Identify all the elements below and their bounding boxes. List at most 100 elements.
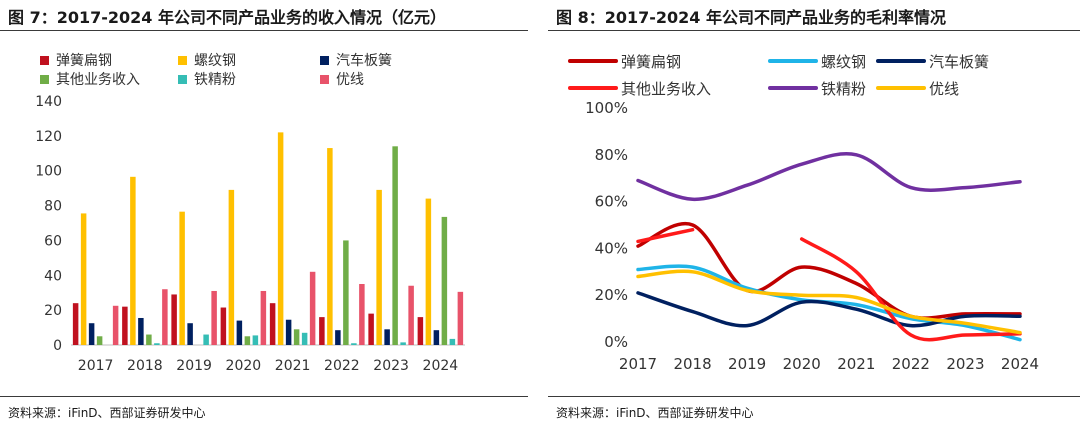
x-tick-label: 2023 [373,358,409,374]
x-tick-label: 2024 [423,358,459,374]
bar-series-2 [425,198,432,345]
line-chart-bottom-rule [548,396,1080,397]
legend-swatch-series-6 [320,75,329,84]
bar-series-4 [441,216,448,345]
bar-series-2 [80,213,87,345]
line-chart-source-note: 资料来源：iFinD、西部证券研发中心 [556,406,754,420]
bar-series-1 [171,294,177,345]
bar-series-6 [162,289,168,345]
x-tick-label: 2021 [837,355,875,373]
bar-series-3 [285,319,292,345]
x-tick-label: 2019 [176,358,212,374]
y-tick-label: 60 [44,233,62,249]
bar-series-4 [293,329,300,345]
y-tick-label: 140 [35,94,62,110]
bar-series-1 [220,307,227,345]
bar-chart-figure-title: 图 7：2017-2024 年公司不同产品业务的收入情况（亿元） [8,8,446,27]
x-tick-label: 2018 [673,355,711,373]
bar-series-4 [343,240,349,345]
bar-series-5 [203,334,209,345]
bar-series-5 [154,343,160,345]
x-tick-label: 2021 [275,358,311,374]
bar-series-5 [449,338,456,345]
x-tick-label: 2019 [728,355,766,373]
bar-series-1 [319,317,325,345]
line-chart-figure-title: 图 8：2017-2024 年公司不同产品业务的毛利率情况 [556,8,946,27]
bar-series-6 [457,291,464,345]
legend-label-series-2: 螺纹钢 [821,53,866,71]
y-tick-label: 0% [604,333,628,351]
x-tick-label: 2022 [892,355,930,373]
line-series-3 [636,291,1022,328]
line-series-6 [636,269,1022,335]
legend-swatch-series-5 [178,75,187,84]
y-tick-label: 20 [44,303,62,319]
bar-series-6 [359,284,365,345]
legend-swatch-series-4 [40,75,49,84]
line-series-5 [636,152,1022,202]
bar-series-3 [187,323,193,345]
legend-label-series-6: 优线 [336,72,364,88]
legend-label-series-5: 铁精粉 [194,72,236,88]
bar-series-1 [269,303,276,345]
line-series-4 [636,227,695,244]
x-tick-label: 2017 [619,355,657,373]
bar-series-2 [327,148,333,345]
bar-chart-top-rule [0,30,528,31]
legend-swatch-series-1 [40,56,49,65]
x-tick-label: 2017 [78,358,114,374]
x-tick-label: 2022 [324,358,360,374]
bar-chart-bottom-rule [0,396,528,397]
bar-series-3 [236,320,243,345]
bar-series-4 [146,334,152,345]
y-tick-label: 100 [35,164,62,180]
bar-series-6 [309,271,316,345]
line-chart-top-rule [548,30,1080,31]
bar-chart-source-note: 资料来源：iFinD、西部证券研发中心 [8,406,206,420]
y-tick-label: 0 [53,338,62,354]
y-tick-label: 100% [585,99,628,117]
x-tick-label: 2018 [127,358,163,374]
legend-label-series-3: 汽车板簧 [929,53,989,71]
bar-series-4 [244,336,251,345]
bar-series-3 [138,317,144,345]
legend-label-series-6: 优线 [929,80,959,98]
bar-series-6 [408,285,414,345]
bar-series-6 [112,305,119,345]
legend-label-series-1: 弹簧扁钢 [56,53,112,69]
bar-series-3 [433,330,440,345]
bar-series-1 [368,313,374,345]
bar-chart-panel: 图 7：2017-2024 年公司不同产品业务的收入情况（亿元） 弹簧扁钢 螺纹钢… [0,0,528,424]
x-tick-label: 2020 [226,358,262,374]
y-tick-label: 40 [44,268,62,284]
bar-series-2 [376,189,382,345]
bar-series-3 [335,330,341,345]
bar-series-4 [96,336,103,345]
bar-series-1 [72,303,79,345]
bar-series-4 [392,146,398,345]
bar-series-3 [384,329,390,345]
bar-series-1 [417,317,424,345]
bar-series-5 [252,335,259,345]
bar-series-2 [179,211,185,345]
bar-series-5 [400,342,406,345]
legend-swatch-series-2 [178,56,187,65]
legend-label-series-4: 其他业务收入 [56,72,140,88]
bar-series-2 [277,132,284,345]
line-series-4 [799,237,1022,342]
y-tick-label: 60% [595,193,628,211]
x-tick-label: 2024 [1001,355,1039,373]
y-tick-label: 20% [595,286,628,304]
line-chart-panel: 图 8：2017-2024 年公司不同产品业务的毛利率情况 弹簧扁钢 螺纹钢 汽车板… [548,0,1080,424]
bar-series-5 [301,332,308,345]
y-tick-label: 40% [595,239,628,257]
bar-series-2 [228,189,235,345]
legend-label-series-3: 汽车板簧 [336,52,392,69]
bar-series-6 [211,290,217,345]
legend-label-series-1: 弹簧扁钢 [621,53,681,71]
legend-label-series-5: 铁精粉 [821,80,866,98]
bar-series-1 [122,306,128,345]
bar-series-6 [260,290,267,345]
